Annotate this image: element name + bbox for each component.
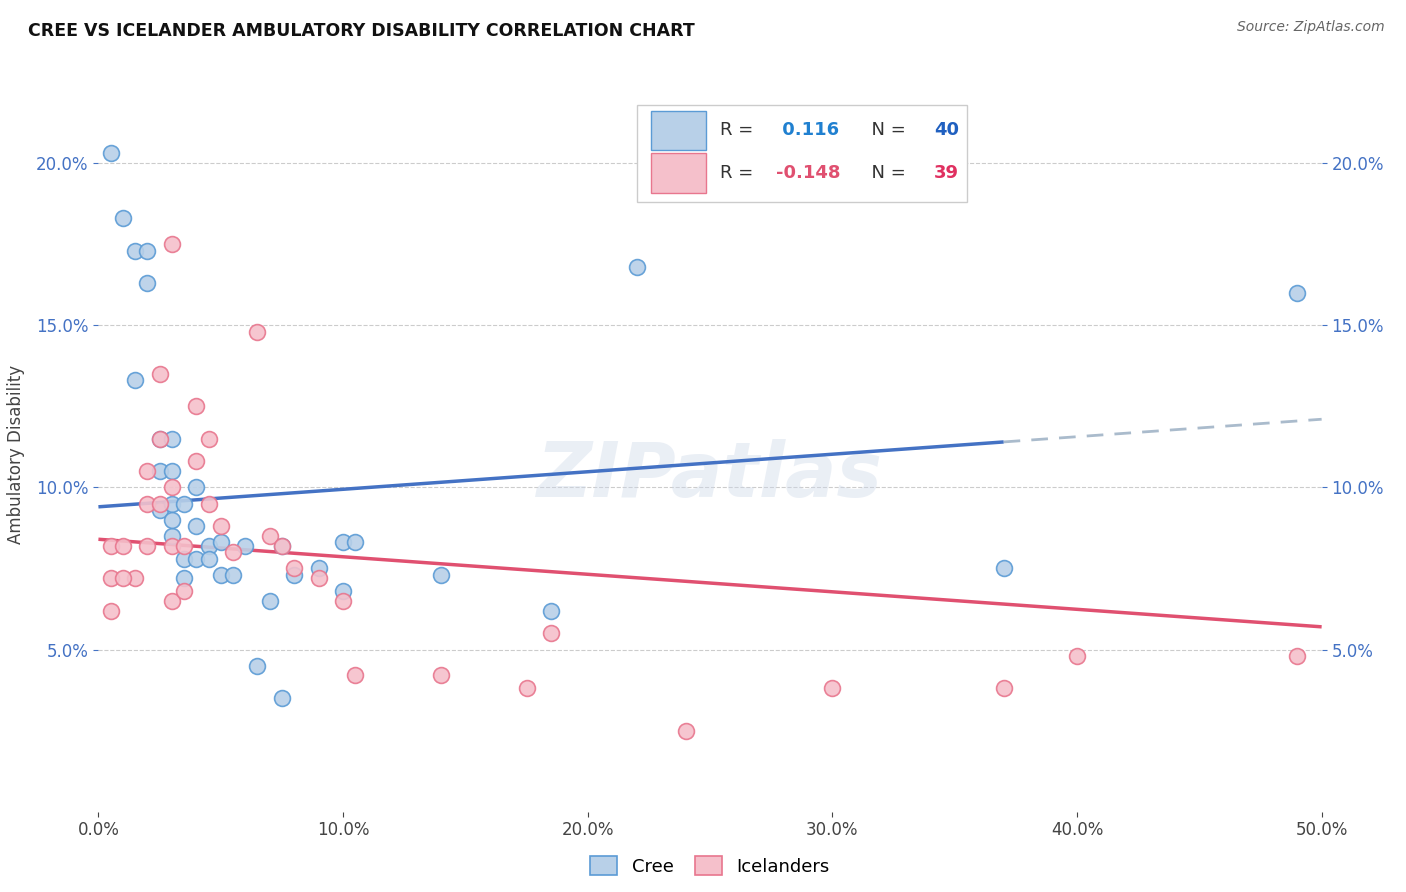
Text: 39: 39 (934, 164, 959, 182)
Point (100, 146, 122, 161)
Text: 40: 40 (934, 121, 959, 139)
Point (160, 464, 183, 478)
Point (124, 244, 146, 258)
Point (209, 519, 232, 533)
Point (124, 571, 146, 585)
Point (626, 260, 648, 274)
Text: -0.148: -0.148 (776, 164, 841, 182)
Point (515, 681, 537, 696)
Point (160, 513, 183, 527)
Point (993, 561, 1015, 575)
Point (100, 571, 122, 585)
Point (186, 399, 208, 413)
Point (197, 432, 219, 446)
Point (136, 497, 159, 511)
Text: ZIPatlas: ZIPatlas (537, 440, 883, 513)
Point (344, 668, 367, 682)
Point (149, 367, 172, 381)
Point (136, 244, 159, 258)
Point (149, 497, 172, 511)
Text: Source: ZipAtlas.com: Source: ZipAtlas.com (1237, 20, 1385, 34)
Point (186, 551, 208, 566)
Point (197, 551, 219, 566)
Text: N =: N = (860, 121, 912, 139)
Point (430, 668, 453, 682)
Point (160, 480, 183, 494)
Point (270, 539, 294, 553)
Point (111, 539, 134, 553)
Point (173, 584, 195, 599)
Point (160, 539, 183, 553)
Point (332, 535, 354, 549)
Point (308, 561, 330, 575)
Point (136, 276, 159, 290)
Legend: Cree, Icelanders: Cree, Icelanders (581, 847, 839, 885)
Point (111, 571, 134, 585)
Point (283, 561, 305, 575)
Text: R =: R = (720, 164, 759, 182)
Point (197, 497, 219, 511)
Point (344, 535, 367, 549)
Point (173, 571, 195, 585)
Point (186, 480, 208, 494)
Point (100, 539, 122, 553)
Point (160, 237, 183, 252)
Point (222, 545, 245, 559)
FancyBboxPatch shape (651, 111, 706, 150)
Point (136, 464, 159, 478)
Y-axis label: Ambulatory Disability: Ambulatory Disability (7, 366, 25, 544)
Point (173, 551, 195, 566)
Point (821, 681, 844, 696)
FancyBboxPatch shape (637, 105, 967, 202)
Point (149, 503, 172, 517)
Text: R =: R = (720, 121, 759, 139)
Point (675, 723, 697, 738)
Point (270, 691, 294, 706)
FancyBboxPatch shape (651, 153, 706, 193)
Point (160, 432, 183, 446)
Point (100, 604, 122, 618)
Point (332, 584, 354, 599)
Point (270, 539, 294, 553)
Point (222, 568, 245, 582)
Point (149, 464, 172, 478)
Point (160, 497, 183, 511)
Point (246, 325, 269, 339)
Point (430, 568, 453, 582)
Point (993, 681, 1015, 696)
Point (197, 539, 219, 553)
Point (259, 529, 281, 543)
Point (111, 211, 134, 226)
Point (283, 568, 305, 582)
Text: N =: N = (860, 164, 912, 182)
Point (308, 571, 330, 585)
Point (1066, 648, 1088, 663)
Point (160, 529, 183, 543)
Point (124, 373, 146, 387)
Point (209, 568, 232, 582)
Point (540, 626, 562, 640)
Point (246, 658, 269, 673)
Text: 0.116: 0.116 (776, 121, 839, 139)
Point (173, 539, 195, 553)
Point (149, 432, 172, 446)
Point (332, 594, 354, 608)
Point (209, 535, 232, 549)
Point (186, 454, 208, 468)
Point (160, 594, 183, 608)
Point (1286, 648, 1309, 663)
Point (540, 604, 562, 618)
Point (233, 539, 256, 553)
Point (136, 539, 159, 553)
Point (149, 432, 172, 446)
Point (173, 497, 195, 511)
Point (259, 594, 281, 608)
Point (186, 519, 208, 533)
Text: CREE VS ICELANDER AMBULATORY DISABILITY CORRELATION CHART: CREE VS ICELANDER AMBULATORY DISABILITY … (28, 22, 695, 40)
Point (1286, 285, 1309, 300)
